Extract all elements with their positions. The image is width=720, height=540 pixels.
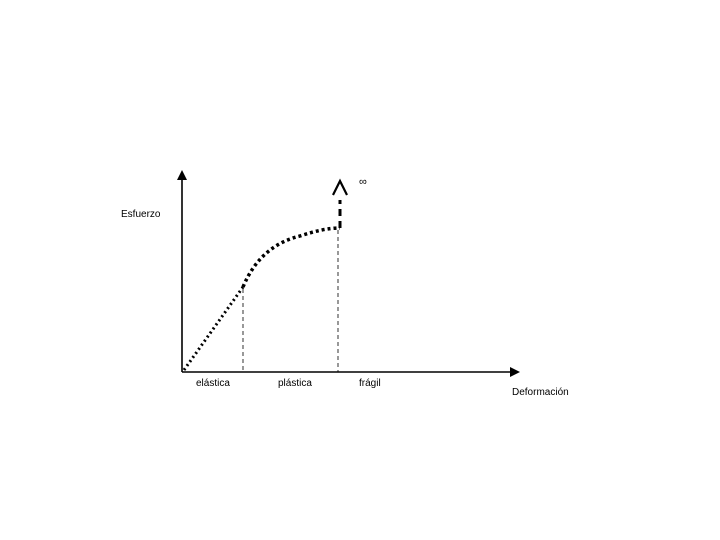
infinity-label: ∞ [359,176,367,188]
region-label-elastica: elástica [196,378,230,389]
plastic-curve [241,226,341,288]
x-axis-label: Deformación [512,387,569,398]
region-label-fragil: frágil [359,378,381,389]
infinity-arrow-chevron [332,178,348,196]
elastic-curve [182,286,245,371]
region-label-plastica: plástica [278,378,312,389]
y-axis-label: Esfuerzo [121,209,161,220]
